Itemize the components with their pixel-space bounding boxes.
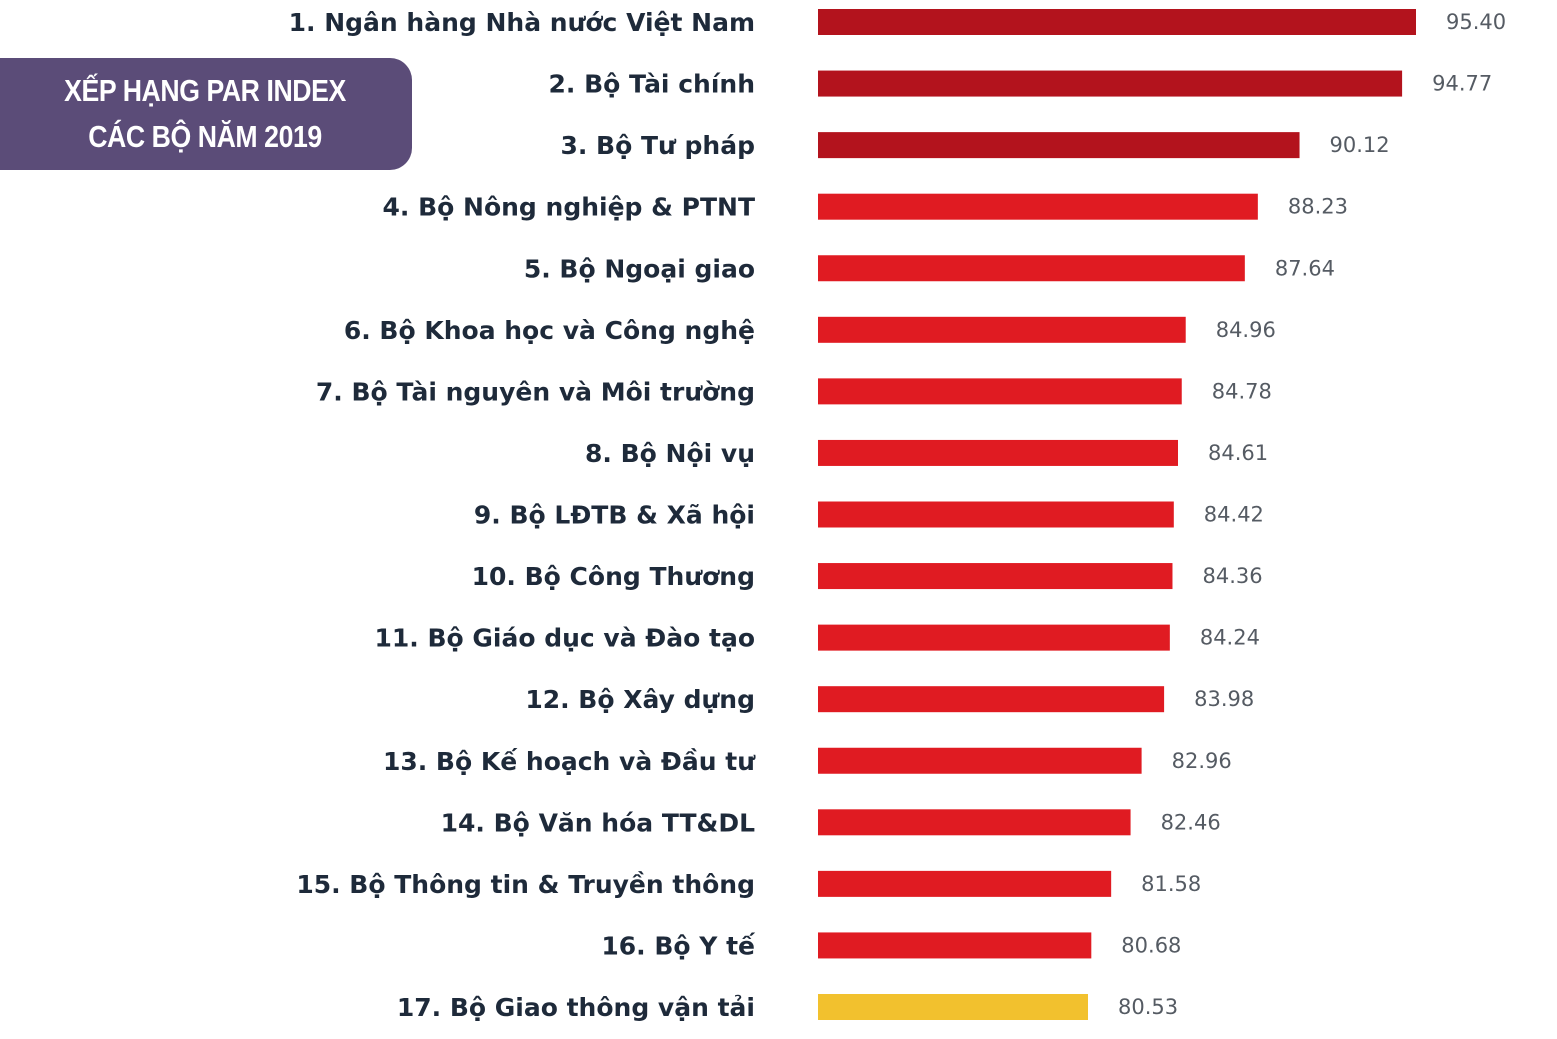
bar (818, 994, 1088, 1020)
value-label: 95.40 (1446, 10, 1506, 34)
bar (818, 501, 1174, 528)
bar (818, 255, 1245, 282)
category-label: 12. Bộ Xây dựng (525, 685, 755, 714)
value-label: 84.96 (1216, 318, 1276, 342)
bars-layer: 1. Ngân hàng Nhà nước Việt Nam 95.40 2. Bộ… (289, 8, 1507, 1022)
value-label: 90.12 (1330, 133, 1390, 157)
category-label: 6. Bộ Khoa học và Công nghệ (344, 316, 755, 345)
category-label: 14. Bộ Văn hóa TT&DL (441, 808, 755, 837)
value-label: 84.42 (1204, 503, 1264, 527)
value-label: 83.98 (1194, 687, 1254, 711)
bar (818, 686, 1165, 713)
value-label: 84.36 (1202, 564, 1262, 588)
bar (818, 624, 1170, 651)
bar (818, 563, 1173, 590)
bar (818, 809, 1131, 836)
value-label: 82.46 (1161, 810, 1221, 834)
bar (818, 870, 1112, 897)
chart-title-line-2: CÁC BỘ NĂM 2019 (88, 119, 322, 154)
bar (818, 9, 1416, 35)
category-label: 13. Bộ Kế hoạch và Đầu tư (383, 747, 756, 776)
value-label: 84.24 (1200, 626, 1260, 650)
category-label: 10. Bộ Công Thương (472, 562, 755, 591)
bar (818, 439, 1178, 466)
bar (818, 747, 1142, 774)
category-label: 3. Bộ Tư pháp (560, 131, 755, 160)
category-label: 7. Bộ Tài nguyên và Môi trường (316, 377, 755, 406)
value-label: 87.64 (1275, 256, 1335, 280)
bar (818, 932, 1092, 959)
value-label: 84.78 (1212, 379, 1272, 403)
category-label: 16. Bộ Y tế (601, 931, 756, 960)
chart-title-box: XẾP HẠNG PAR INDEX CÁC BỘ NĂM 2019 (0, 58, 412, 170)
bar (818, 132, 1300, 159)
value-label: 82.96 (1172, 749, 1232, 773)
bar (818, 193, 1258, 220)
category-label: 5. Bộ Ngoại giao (524, 254, 755, 283)
value-label: 81.58 (1141, 872, 1201, 896)
category-label: 4. Bộ Nông nghiệp & PTNT (383, 193, 756, 222)
category-label: 8. Bộ Nội vụ (585, 439, 755, 468)
category-label: 17. Bộ Giao thông vận tải (397, 993, 755, 1022)
value-label: 88.23 (1288, 195, 1348, 219)
value-label: 80.53 (1118, 995, 1178, 1019)
bar (818, 70, 1403, 97)
bar (818, 316, 1186, 343)
category-label: 9. Bộ LĐTB & Xã hội (474, 501, 755, 530)
value-label: 84.61 (1208, 441, 1268, 465)
value-label: 94.77 (1432, 72, 1492, 96)
category-label: 1. Ngân hàng Nhà nước Việt Nam (289, 8, 755, 37)
category-label: 11. Bộ Giáo dục và Đào tạo (374, 624, 755, 653)
value-label: 80.68 (1121, 933, 1181, 957)
bar (818, 378, 1182, 405)
chart-title-line-1: XẾP HẠNG PAR INDEX (64, 73, 346, 108)
category-label: 15. Bộ Thông tin & Truyền thông (296, 870, 755, 899)
category-label: 2. Bộ Tài chính (548, 70, 755, 99)
